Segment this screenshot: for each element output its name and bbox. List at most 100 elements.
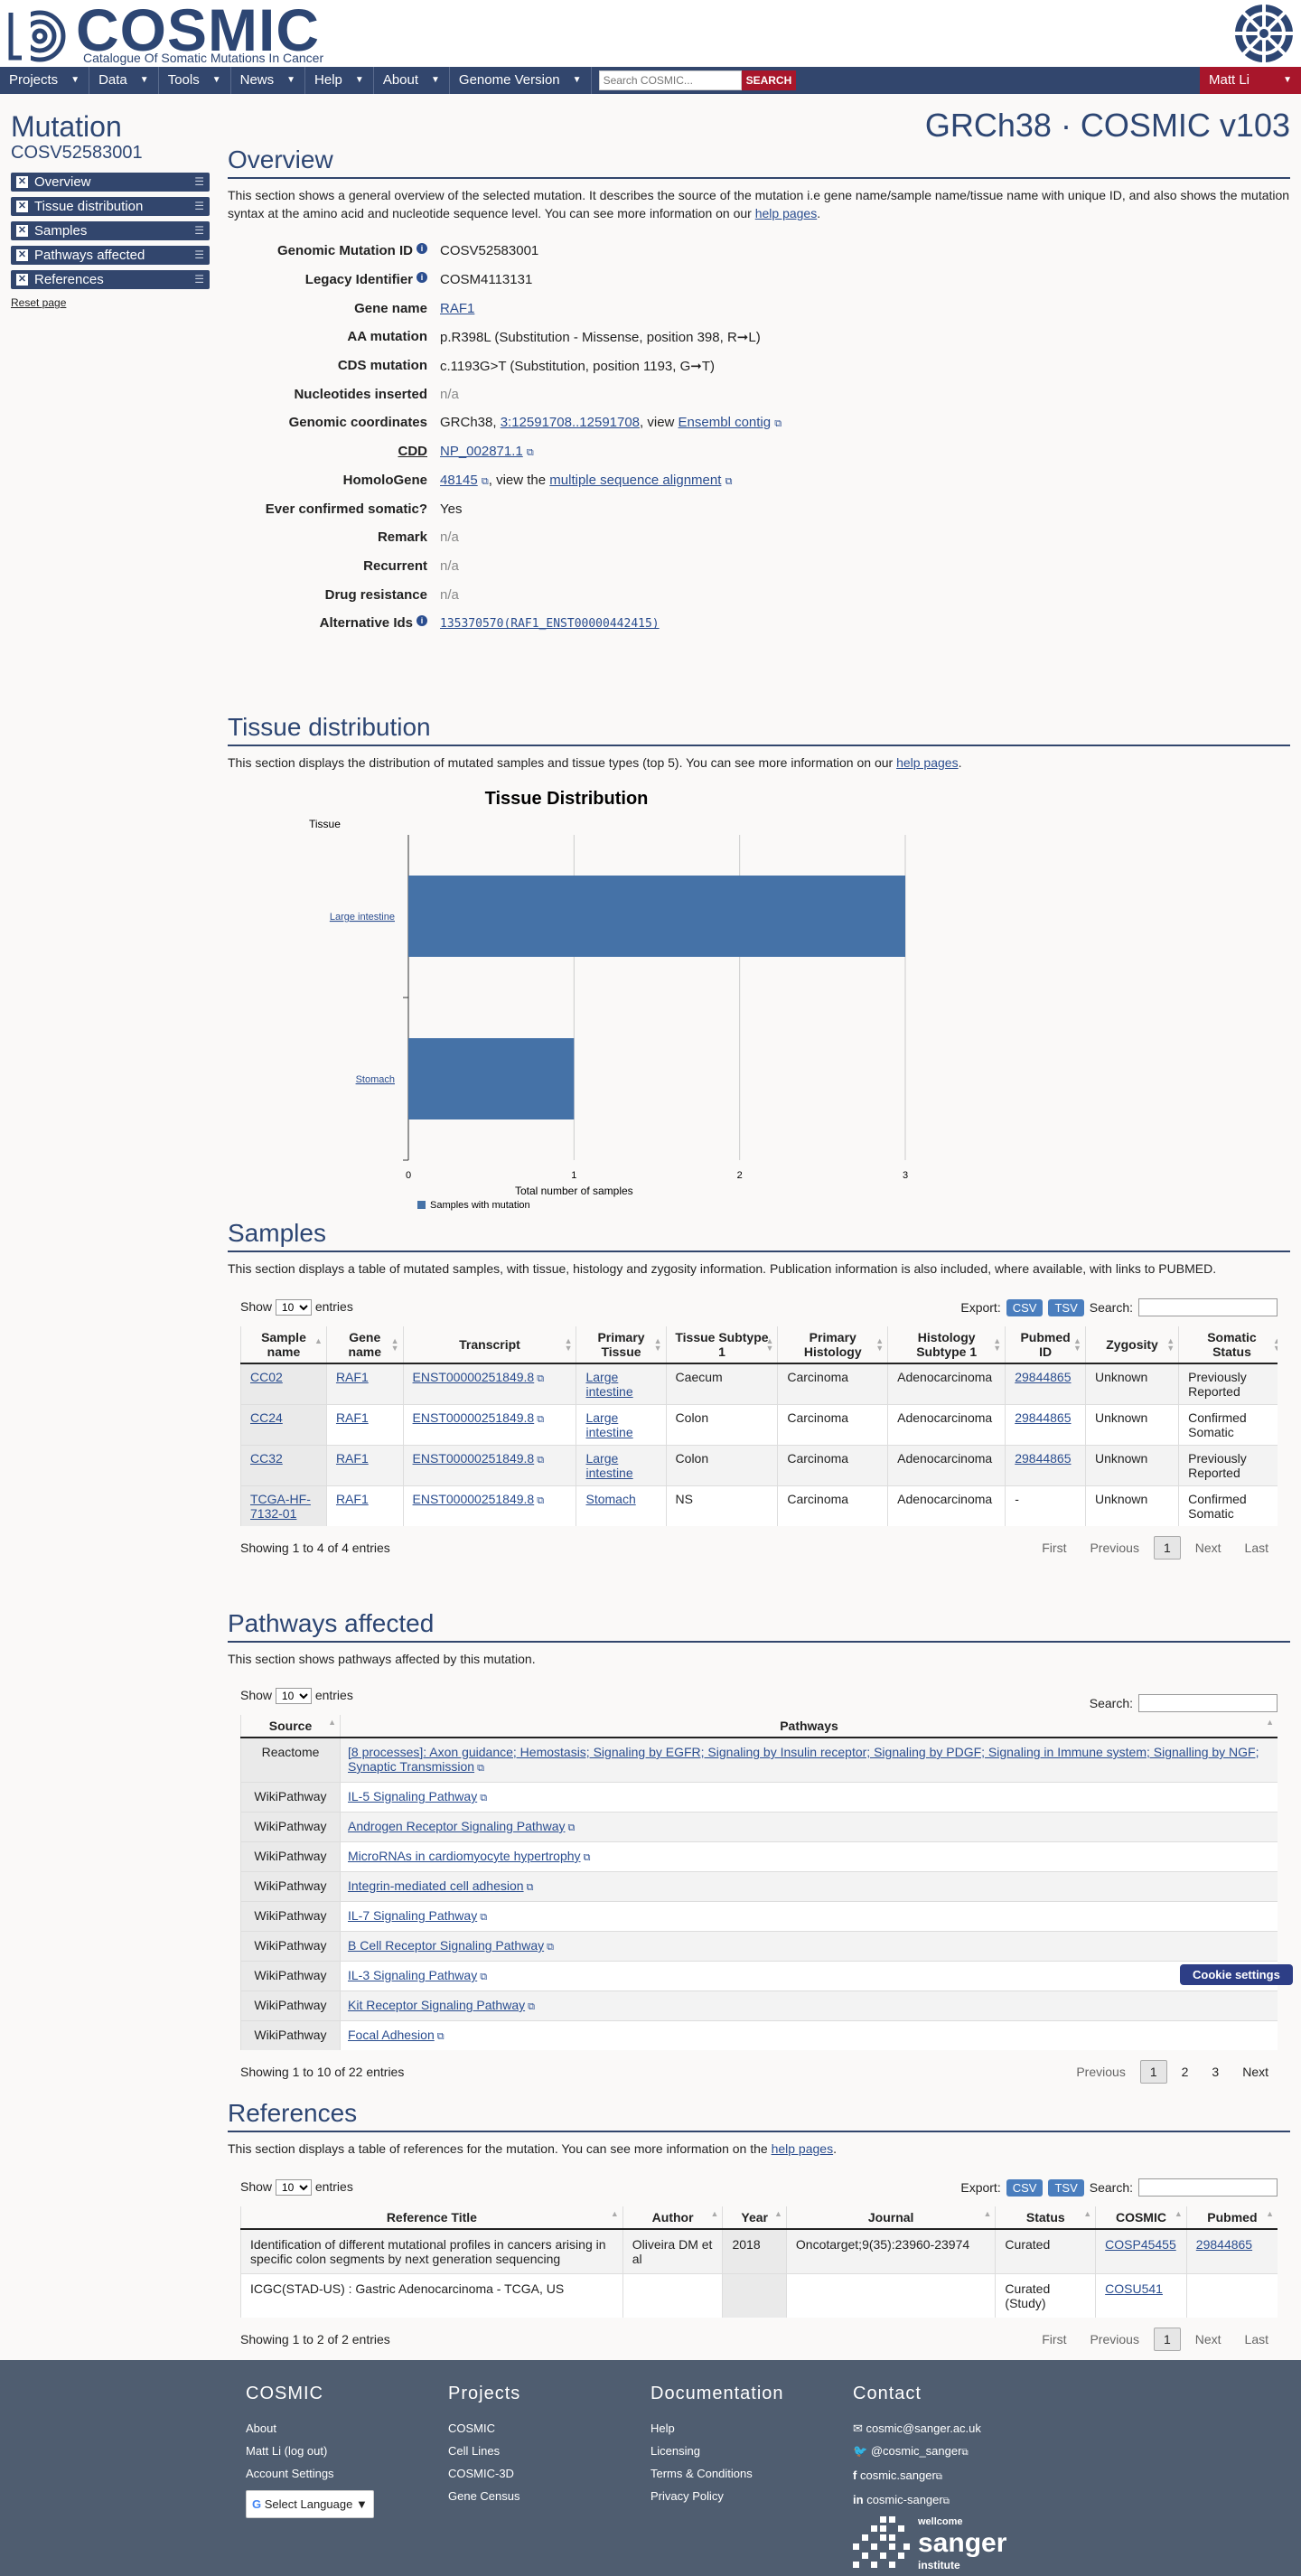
footer-link[interactable]: Terms & Conditions bbox=[650, 2467, 753, 2480]
nav-genome-version[interactable]: Genome Version ▼ bbox=[450, 67, 592, 94]
y-tick-label[interactable]: Stomach bbox=[356, 1074, 395, 1085]
ensembl-contig-link[interactable]: Ensembl contig bbox=[678, 415, 772, 431]
column-header[interactable]: Transcript ▲ ▼ bbox=[402, 1326, 576, 1364]
cell-link[interactable]: ENST00000251849.8 bbox=[412, 1370, 535, 1384]
pathways-search-input[interactable] bbox=[1138, 1694, 1278, 1712]
cell-link[interactable]: ENST00000251849.8 bbox=[412, 1410, 535, 1425]
column-header[interactable]: Tissue Subtype 1 ▲ ▼ bbox=[665, 1326, 778, 1364]
cell-link[interactable]: RAF1 bbox=[335, 1451, 369, 1466]
page-button[interactable]: Last bbox=[1244, 1541, 1268, 1555]
sidebar-item-references[interactable]: ✕ References ☰ bbox=[11, 270, 210, 289]
cell-link[interactable]: Large intestine bbox=[585, 1410, 633, 1439]
footer-link[interactable]: Account Settings bbox=[246, 2467, 334, 2480]
column-header[interactable]: Primary Tissue ▲ ▼ bbox=[576, 1326, 667, 1364]
footer-link[interactable]: Privacy Policy bbox=[650, 2489, 724, 2503]
column-header[interactable]: Gene name ▲ ▼ bbox=[325, 1326, 404, 1364]
cell-link[interactable]: RAF1 bbox=[335, 1410, 369, 1425]
footer-link[interactable]: cosmic.sanger bbox=[859, 2468, 936, 2482]
column-header[interactable]: Pubmed ID ▲ ▼ bbox=[1005, 1326, 1086, 1364]
info-icon[interactable]: i bbox=[417, 243, 427, 255]
nav-projects[interactable]: Projects ▼ bbox=[0, 67, 90, 94]
column-header[interactable]: COSMIC ▲ bbox=[1095, 2206, 1187, 2230]
close-icon[interactable]: ✕ bbox=[16, 176, 28, 188]
drag-handle-icon[interactable]: ☰ bbox=[194, 175, 204, 188]
drag-handle-icon[interactable]: ☰ bbox=[194, 248, 204, 261]
pathway-link[interactable]: IL-3 Signaling Pathway bbox=[348, 1968, 478, 1982]
homologene-link[interactable]: 48145 bbox=[440, 472, 478, 488]
cell-link[interactable]: CC24 bbox=[250, 1410, 283, 1425]
cell-link[interactable]: Stomach bbox=[585, 1492, 636, 1506]
help-pages-link[interactable]: help pages bbox=[896, 755, 959, 770]
footer-link[interactable]: @cosmic_sanger bbox=[870, 2444, 962, 2458]
footer-link[interactable]: cosmic-sanger bbox=[866, 2493, 943, 2506]
sidebar-item-pathways[interactable]: ✕ Pathways affected ☰ bbox=[11, 246, 210, 265]
footer-link[interactable]: cosmic@sanger.ac.uk bbox=[866, 2421, 981, 2435]
nav-data[interactable]: Data ▼ bbox=[89, 67, 159, 94]
nav-tools[interactable]: Tools ▼ bbox=[159, 67, 231, 94]
bar[interactable] bbox=[408, 876, 905, 957]
reset-page-link[interactable]: Reset page bbox=[11, 296, 67, 309]
pathway-link[interactable]: MicroRNAs in cardiomyocyte hypertrophy bbox=[348, 1849, 581, 1863]
pathway-link[interactable]: IL-5 Signaling Pathway bbox=[348, 1789, 478, 1803]
column-header[interactable]: Author ▲ bbox=[622, 2206, 723, 2230]
cosmic-logo[interactable]: COSMIC Catalogue Of Somatic Mutations In… bbox=[4, 0, 323, 65]
cell-link[interactable]: RAF1 bbox=[335, 1370, 369, 1384]
info-icon[interactable]: i bbox=[417, 615, 427, 627]
page-button[interactable]: Next bbox=[1194, 1541, 1221, 1555]
page-button[interactable]: 1 bbox=[1153, 1536, 1181, 1560]
page-button[interactable]: Next bbox=[1194, 2332, 1221, 2347]
footer-link[interactable]: COSMIC bbox=[448, 2421, 495, 2435]
column-header[interactable]: Journal ▲ bbox=[785, 2206, 996, 2230]
pathway-link[interactable]: [8 processes]: Axon guidance; Hemostasis… bbox=[348, 1745, 1259, 1774]
cell-link[interactable]: Large intestine bbox=[585, 1370, 633, 1399]
sidebar-item-samples[interactable]: ✕ Samples ☰ bbox=[11, 221, 210, 240]
close-icon[interactable]: ✕ bbox=[16, 274, 28, 286]
wellcome-sanger-logo[interactable]: wellcome sanger institute bbox=[853, 2514, 1006, 2573]
column-header[interactable]: Primary Histology ▲ ▼ bbox=[777, 1326, 888, 1364]
page-button[interactable]: Next bbox=[1242, 2065, 1268, 2079]
sanger-badge-icon[interactable] bbox=[1232, 2, 1296, 68]
page-button[interactable]: 1 bbox=[1153, 2328, 1181, 2351]
column-header[interactable]: Reference Title ▲ bbox=[240, 2206, 623, 2230]
footer-link[interactable]: Cell Lines bbox=[448, 2444, 501, 2458]
cdd-link[interactable]: NP_002871.1 bbox=[440, 444, 523, 460]
page-button[interactable]: First bbox=[1042, 2332, 1067, 2347]
column-header[interactable]: Histology Subtype 1 ▲ ▼ bbox=[887, 1326, 1006, 1364]
user-menu[interactable]: Matt Li ▼ bbox=[1200, 67, 1301, 94]
page-length-select[interactable]: 10 bbox=[275, 2179, 312, 2196]
close-icon[interactable]: ✕ bbox=[16, 201, 28, 212]
alternative-id-link[interactable]: 135370570(RAF1_ENST00000442415) bbox=[440, 617, 660, 632]
csv-button[interactable]: CSV bbox=[1006, 1298, 1044, 1316]
drag-handle-icon[interactable]: ☰ bbox=[194, 224, 204, 237]
column-header[interactable]: Year ▲ bbox=[722, 2206, 787, 2230]
cell-link[interactable]: ENST00000251849.8 bbox=[412, 1492, 535, 1506]
cell-link[interactable]: 29844865 bbox=[1015, 1451, 1072, 1466]
y-tick-label[interactable]: Large intestine bbox=[330, 912, 395, 923]
pathway-link[interactable]: Kit Receptor Signaling Pathway bbox=[348, 1998, 526, 2012]
footer-link[interactable]: Licensing bbox=[650, 2444, 700, 2458]
footer-link[interactable]: COSMIC-3D bbox=[448, 2467, 514, 2480]
page-button[interactable]: 1 bbox=[1139, 2060, 1167, 2084]
cell-link[interactable]: CC02 bbox=[250, 1370, 283, 1384]
footer-link[interactable]: Gene Census bbox=[448, 2489, 520, 2503]
pathway-link[interactable]: IL-7 Signaling Pathway bbox=[348, 1908, 478, 1923]
drag-handle-icon[interactable]: ☰ bbox=[194, 200, 204, 212]
column-header[interactable]: Zygosity ▲ ▼ bbox=[1084, 1326, 1179, 1364]
nav-news[interactable]: News ▼ bbox=[231, 67, 306, 94]
pathway-link[interactable]: Integrin-mediated cell adhesion bbox=[348, 1878, 524, 1893]
search-button[interactable]: SEARCH bbox=[741, 70, 797, 90]
nav-about[interactable]: About ▼ bbox=[374, 67, 450, 94]
footer-link[interactable]: Matt Li (log out) bbox=[246, 2444, 328, 2458]
cell-link[interactable]: 29844865 bbox=[1195, 2237, 1253, 2252]
page-button[interactable]: Previous bbox=[1090, 2332, 1139, 2347]
search-input[interactable] bbox=[598, 70, 742, 90]
sidebar-item-tissue-distribution[interactable]: ✕ Tissue distribution ☰ bbox=[11, 197, 210, 216]
page-button[interactable]: Previous bbox=[1076, 2065, 1126, 2079]
cell-link[interactable]: Large intestine bbox=[585, 1451, 633, 1480]
cell-link[interactable]: COSU541 bbox=[1105, 2281, 1163, 2296]
pathway-link[interactable]: B Cell Receptor Signaling Pathway bbox=[348, 1938, 545, 1953]
page-button[interactable]: Previous bbox=[1090, 1541, 1139, 1555]
page-button[interactable]: Last bbox=[1244, 2332, 1268, 2347]
close-icon[interactable]: ✕ bbox=[16, 225, 28, 237]
drag-handle-icon[interactable]: ☰ bbox=[194, 273, 204, 286]
